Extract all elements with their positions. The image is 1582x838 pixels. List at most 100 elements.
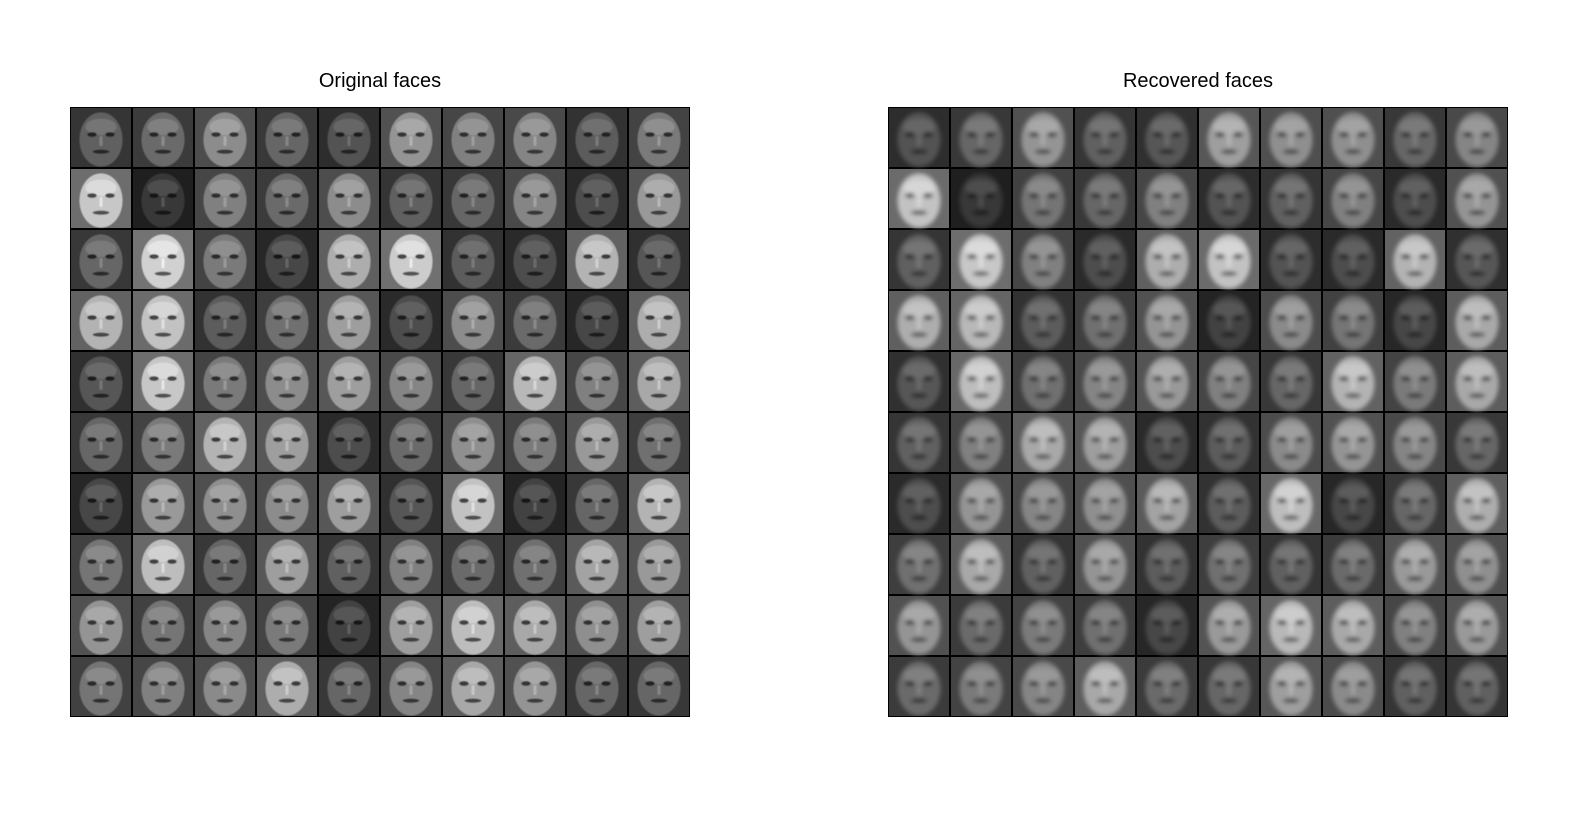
face-tile	[256, 412, 318, 473]
face-tile	[1446, 168, 1507, 229]
face-tile	[1136, 351, 1198, 412]
face-tile	[1384, 351, 1446, 412]
face-tile	[1260, 168, 1322, 229]
face-tile	[628, 473, 689, 534]
face-tile	[442, 108, 504, 168]
face-tile	[318, 595, 380, 656]
face-tile	[889, 351, 950, 412]
face-tile	[1074, 595, 1136, 656]
face-tile	[1136, 534, 1198, 595]
face-tile	[132, 351, 194, 412]
face-tile	[1446, 108, 1507, 168]
face-tile	[1136, 168, 1198, 229]
face-tile	[442, 595, 504, 656]
face-tile	[132, 656, 194, 716]
face-tile	[380, 168, 442, 229]
original-faces-mosaic	[71, 108, 689, 716]
face-tile	[628, 595, 689, 656]
face-tile	[1446, 229, 1507, 290]
face-tile	[132, 534, 194, 595]
face-tile	[132, 108, 194, 168]
face-tile	[1136, 656, 1198, 716]
face-tile	[1322, 473, 1384, 534]
face-tile	[1446, 595, 1507, 656]
face-tile	[318, 168, 380, 229]
face-tile	[1322, 412, 1384, 473]
face-tile	[628, 229, 689, 290]
face-tile	[194, 595, 256, 656]
face-tile	[442, 534, 504, 595]
face-tile	[950, 229, 1012, 290]
face-tile	[1384, 168, 1446, 229]
original-faces-grid	[70, 107, 690, 717]
face-tile	[1136, 473, 1198, 534]
face-tile	[1322, 534, 1384, 595]
face-tile	[1198, 534, 1260, 595]
face-tile	[1260, 108, 1322, 168]
face-tile	[380, 595, 442, 656]
face-tile	[1074, 656, 1136, 716]
face-tile	[950, 108, 1012, 168]
face-tile	[1136, 290, 1198, 351]
face-tile	[1074, 108, 1136, 168]
face-tile	[1260, 534, 1322, 595]
face-tile	[318, 290, 380, 351]
face-tile	[566, 229, 628, 290]
face-tile	[318, 412, 380, 473]
face-tile	[71, 229, 132, 290]
face-tile	[1198, 656, 1260, 716]
recovered-faces-mosaic	[889, 108, 1507, 716]
face-tile	[1446, 534, 1507, 595]
face-tile	[950, 412, 1012, 473]
face-tile	[380, 229, 442, 290]
face-tile	[256, 351, 318, 412]
face-tile	[1384, 412, 1446, 473]
face-tile	[132, 290, 194, 351]
face-tile	[1012, 412, 1074, 473]
face-tile	[194, 168, 256, 229]
face-tile	[1260, 229, 1322, 290]
face-tile	[442, 229, 504, 290]
face-tile	[1074, 168, 1136, 229]
face-tile	[1198, 412, 1260, 473]
face-tile	[1074, 351, 1136, 412]
face-tile	[194, 656, 256, 716]
face-tile	[256, 108, 318, 168]
face-tile	[1012, 229, 1074, 290]
face-tile	[442, 168, 504, 229]
face-tile	[71, 656, 132, 716]
face-tile	[256, 229, 318, 290]
face-tile	[1446, 351, 1507, 412]
face-tile	[380, 290, 442, 351]
face-tile	[256, 534, 318, 595]
face-tile	[566, 656, 628, 716]
face-tile	[1012, 290, 1074, 351]
face-tile	[628, 108, 689, 168]
face-tile	[889, 656, 950, 716]
face-tile	[1198, 290, 1260, 351]
face-tile	[1198, 168, 1260, 229]
face-tile	[1074, 229, 1136, 290]
face-tile	[950, 168, 1012, 229]
face-tile	[1136, 108, 1198, 168]
face-tile	[1198, 473, 1260, 534]
face-tile	[1136, 595, 1198, 656]
face-tile	[566, 168, 628, 229]
original-faces-title: Original faces	[318, 70, 442, 92]
face-tile	[1322, 595, 1384, 656]
face-tile	[1384, 473, 1446, 534]
face-tile	[889, 534, 950, 595]
face-tile	[889, 290, 950, 351]
face-tile	[566, 351, 628, 412]
face-tile	[318, 534, 380, 595]
face-tile	[442, 412, 504, 473]
face-tile	[566, 534, 628, 595]
face-tile	[71, 168, 132, 229]
face-tile	[504, 351, 566, 412]
face-tile	[1012, 534, 1074, 595]
face-tile	[1446, 473, 1507, 534]
face-tile	[1198, 229, 1260, 290]
face-tile	[889, 108, 950, 168]
face-tile	[1198, 595, 1260, 656]
face-tile	[1322, 290, 1384, 351]
